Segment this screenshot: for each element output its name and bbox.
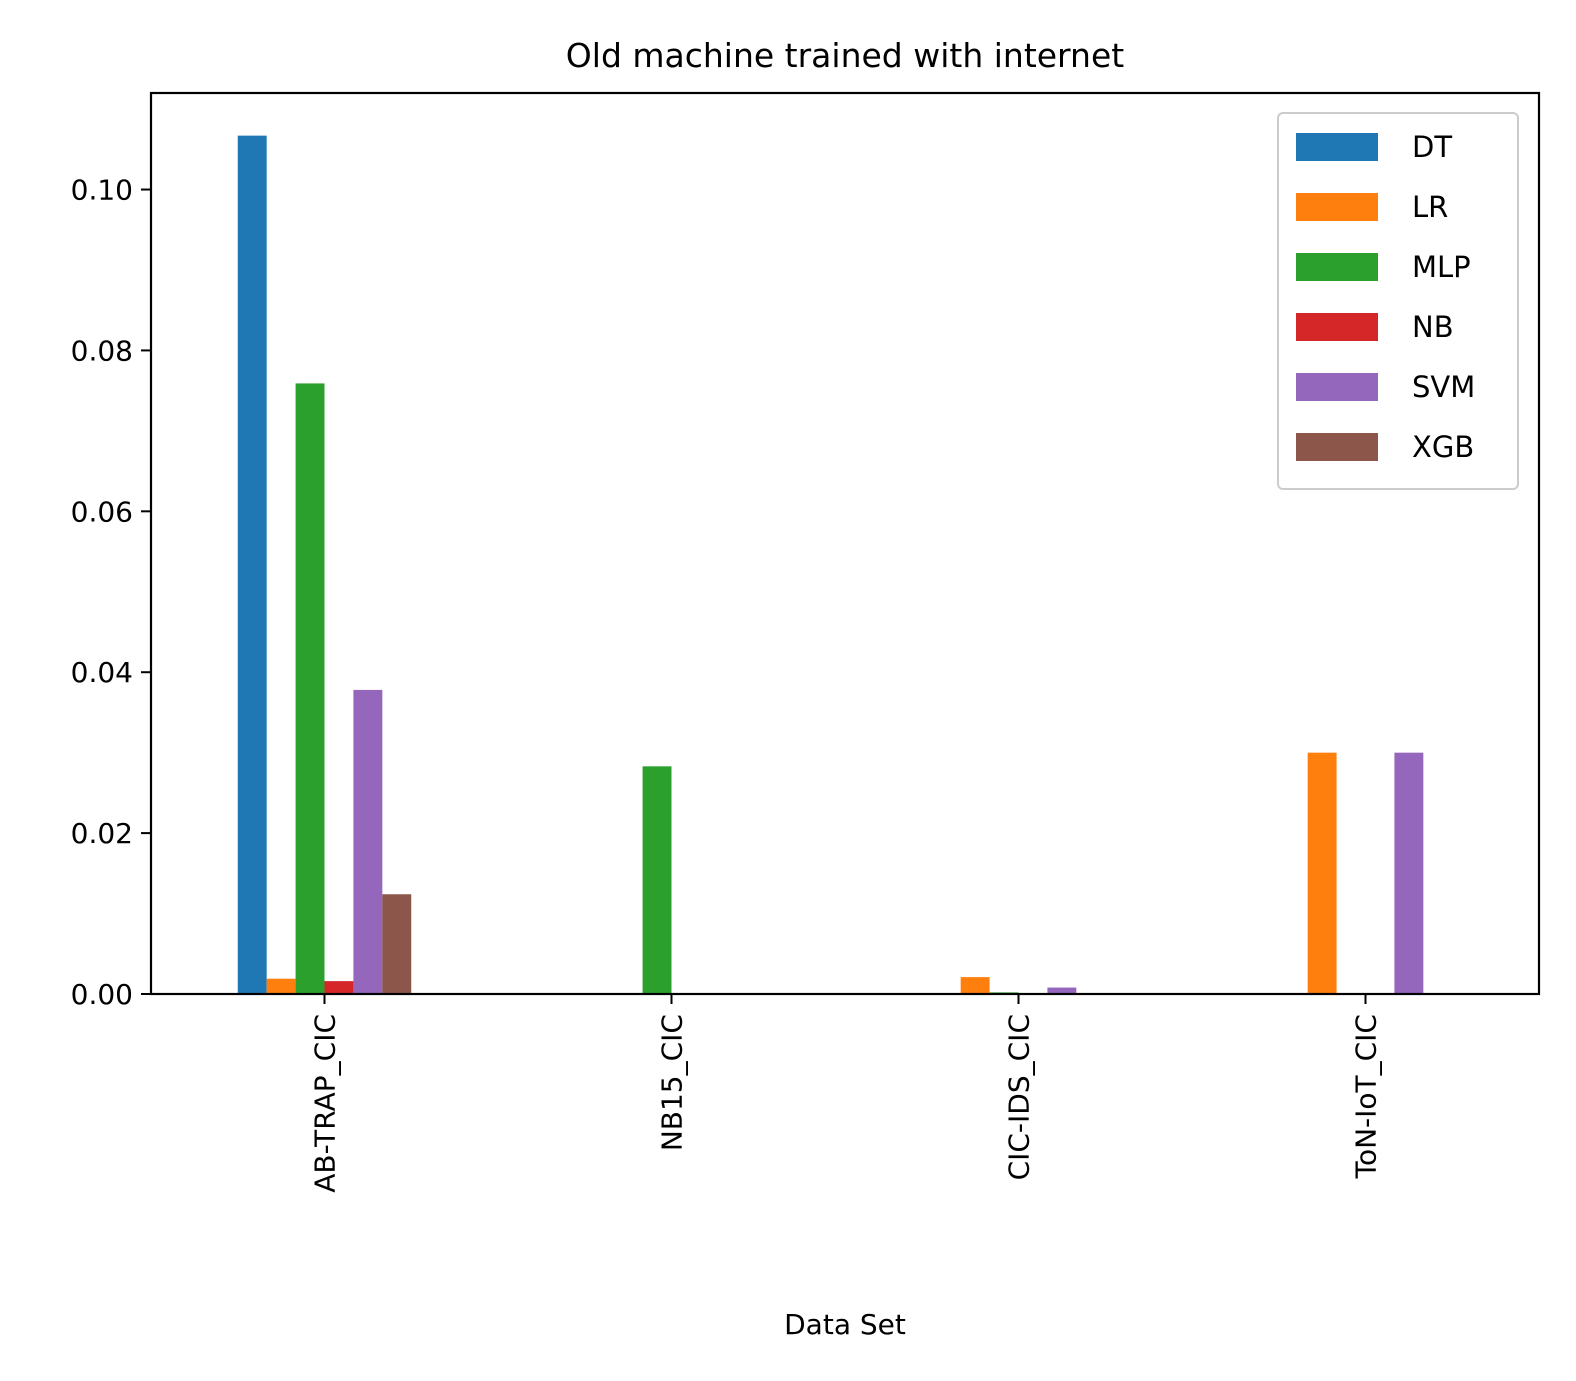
legend-swatch-xgb bbox=[1296, 433, 1378, 461]
legend-label-lr: LR bbox=[1412, 190, 1448, 224]
legend-swatch-svm bbox=[1296, 373, 1378, 401]
bar-lr-ton-iot_cic bbox=[1307, 752, 1337, 994]
legend: DT LR MLP NB SVM XGB bbox=[1277, 112, 1519, 490]
legend-swatch-nb bbox=[1296, 313, 1378, 341]
legend-swatch-mlp bbox=[1296, 253, 1378, 281]
y-tick-label: 0.00 bbox=[71, 978, 133, 1011]
bar-nb-ab-trap_cic bbox=[324, 981, 354, 994]
bar-dt-ab-trap_cic bbox=[237, 135, 267, 995]
y-axis: 0.00 0.02 0.04 0.06 0.08 0.10 bbox=[71, 174, 151, 1011]
bar-lr-cic-ids_cic bbox=[960, 977, 990, 994]
legend-frame bbox=[1277, 112, 1519, 490]
y-tick-label: 0.10 bbox=[71, 174, 133, 207]
y-tick-label: 0.06 bbox=[71, 495, 133, 528]
x-tick-label: NB15_CIC bbox=[656, 1014, 689, 1151]
y-tick-label: 0.02 bbox=[71, 817, 133, 850]
bar-xgb-ab-trap_cic bbox=[382, 894, 412, 994]
legend-swatch-dt bbox=[1296, 133, 1378, 161]
y-tick-label: 0.08 bbox=[71, 334, 133, 367]
plot-frame bbox=[149, 91, 1541, 996]
x-tick-label: ToN-IoT_CIC bbox=[1350, 1014, 1383, 1179]
bars-group bbox=[237, 135, 1424, 995]
bar-svm-ton-iot_cic bbox=[1394, 752, 1424, 994]
legend-label-nb: NB bbox=[1412, 310, 1454, 344]
bar-svm-cic-ids_cic bbox=[1047, 987, 1077, 994]
bar-mlp-ab-trap_cic bbox=[295, 383, 325, 994]
chart-title: Old machine trained with internet bbox=[566, 36, 1124, 75]
bar-lr-ab-trap_cic bbox=[266, 978, 296, 994]
x-axis-label: Data Set bbox=[784, 1308, 906, 1341]
legend-label-dt: DT bbox=[1412, 130, 1452, 164]
bar-mlp-nb15_cic bbox=[642, 766, 672, 994]
y-tick-label: 0.04 bbox=[71, 656, 133, 689]
x-tick-label: AB-TRAP_CIC bbox=[309, 1014, 342, 1193]
legend-swatch-lr bbox=[1296, 193, 1378, 221]
legend-label-svm: SVM bbox=[1412, 370, 1475, 404]
legend-label-xgb: XGB bbox=[1412, 430, 1474, 464]
x-tick-label: CIC-IDS_CIC bbox=[1003, 1014, 1036, 1180]
x-axis: AB-TRAP_CIC NB15_CIC CIC-IDS_CIC ToN-IoT_CI… bbox=[309, 994, 1383, 1193]
legend-label-mlp: MLP bbox=[1412, 250, 1471, 284]
bar-svm-ab-trap_cic bbox=[353, 689, 383, 994]
